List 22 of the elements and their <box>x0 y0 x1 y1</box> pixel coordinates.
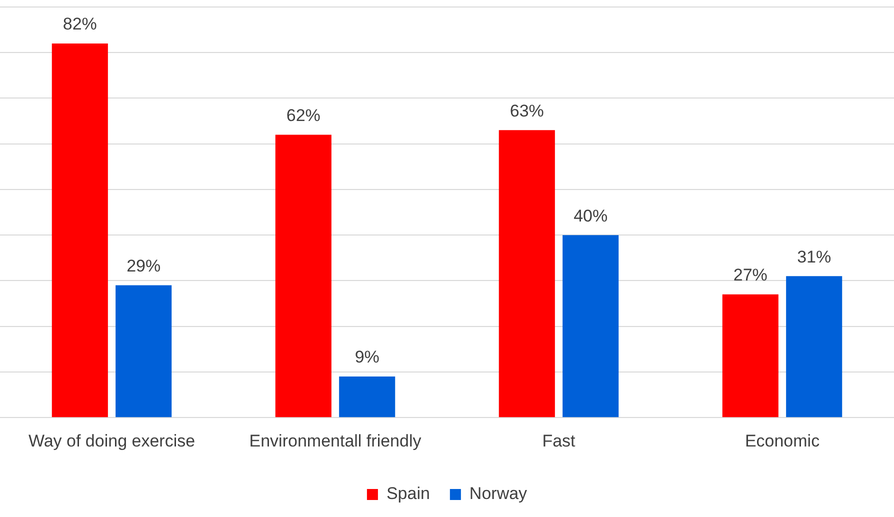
bar <box>52 44 108 418</box>
x-tick-label: Environmentall friendly <box>249 431 422 450</box>
data-label: 63% <box>510 101 544 120</box>
bar <box>786 276 842 418</box>
data-label: 31% <box>797 247 832 266</box>
data-label: 9% <box>354 348 380 367</box>
bar <box>116 285 172 418</box>
bar <box>339 376 396 418</box>
bar <box>722 294 778 418</box>
data-label: 62% <box>286 106 320 125</box>
bar <box>498 130 555 418</box>
legend-label: Norway <box>469 484 528 504</box>
data-label: 82% <box>62 14 97 34</box>
data-label: 27% <box>733 266 768 285</box>
legend-label: Spain <box>386 484 430 504</box>
x-tick-label: Way of doing exercise <box>28 431 196 450</box>
x-tick-label: Fast <box>542 431 576 450</box>
bar <box>562 235 619 418</box>
data-label: 40% <box>574 206 608 226</box>
data-label: 29% <box>126 256 161 276</box>
bar <box>275 134 332 418</box>
x-tick-label: Economic <box>744 431 820 450</box>
